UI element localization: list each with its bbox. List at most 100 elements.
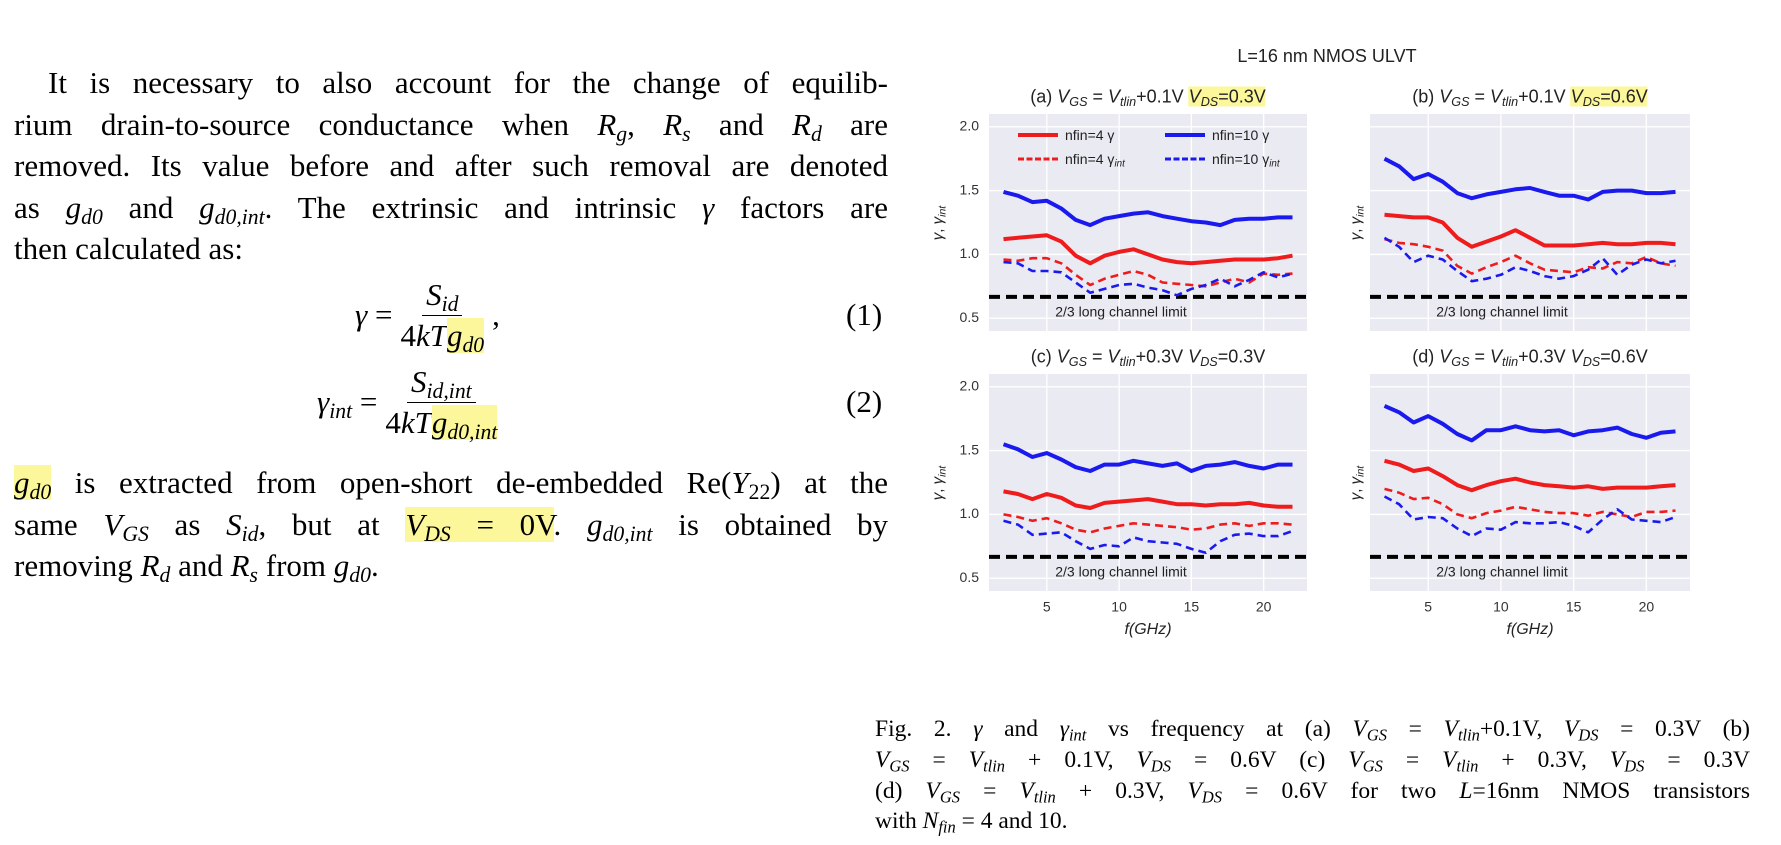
math-subscript: id (241, 521, 259, 546)
y-axis-label: γ, γint (1347, 205, 1367, 239)
text-run: . (553, 506, 587, 542)
math-symbol: V (1188, 346, 1201, 367)
math-symbol: V (1352, 716, 1367, 742)
math: Sid (426, 277, 458, 315)
math-subscript: s (249, 563, 258, 588)
text-run: from (258, 548, 334, 583)
math-subscript: id,int (426, 378, 472, 403)
math-subscript: d0 (462, 332, 485, 357)
math-subscript: d0 (81, 204, 103, 229)
math: γ (702, 190, 714, 225)
math: gd0,int (199, 190, 265, 228)
text-run: as (148, 506, 227, 542)
text-run: = (367, 297, 393, 332)
math-symbol: V (1107, 346, 1120, 367)
reference-label: 2/3 long channel limit (1436, 304, 1568, 320)
math-symbol: R (140, 548, 160, 583)
math-subscript: d (159, 563, 171, 588)
y-tick-label: 2.0 (960, 377, 980, 393)
text-run: vs frequency at (a) (1086, 716, 1353, 742)
math: kT (401, 405, 432, 440)
y-tick-label: 1.5 (960, 441, 980, 457)
x-axis-label: f(GHz) (1124, 621, 1171, 639)
math-symbol: V (1609, 746, 1625, 773)
legend-swatch (1165, 133, 1205, 137)
text-run: = 0.6V for two (1221, 777, 1460, 804)
series-line (1383, 458, 1676, 493)
reference-label: 2/3 long channel limit (1055, 564, 1187, 580)
math-symbol: V (405, 506, 425, 542)
math: γ (930, 232, 947, 240)
math: Vtlin (1490, 347, 1519, 370)
math-subscript: DS (1624, 756, 1645, 776)
y-axis-label: γ, γint (930, 205, 949, 240)
math-subscript: GS (1069, 95, 1088, 110)
text-run: +0.1V (1518, 86, 1571, 107)
text-run: = (1382, 746, 1443, 773)
plot-background (1370, 114, 1690, 331)
math: VDS (1570, 86, 1601, 108)
math-subscript: DS (1582, 355, 1601, 370)
math-symbol: g (333, 548, 350, 583)
math-symbol: R (663, 106, 683, 142)
math-subscript: d0,int (447, 419, 498, 444)
chart-title: (d) VGS = Vtlin+0.3V VDS=0.6V (1412, 347, 1647, 370)
text-run: . The extrinsic and intrinsic (264, 189, 703, 225)
legend-subscript: int (1114, 158, 1125, 170)
math-symbol: R (597, 106, 617, 142)
text-run: = (1387, 716, 1444, 742)
math-symbol: V (1187, 777, 1202, 804)
text-run: = (959, 777, 1020, 804)
text-run: =0.3V (1218, 86, 1266, 107)
text-run: = 0.6V (c) (1171, 746, 1349, 773)
text-run: removing (14, 548, 141, 583)
text-line: VGS = Vtlin + 0.1V, VDS = 0.6V (c) VGS =… (875, 745, 1750, 776)
math: VGS (925, 777, 960, 805)
numerator: Sid (422, 277, 463, 316)
math-subscript: GS (1451, 355, 1470, 370)
math: gd0 (333, 548, 371, 586)
math-symbol: V (875, 746, 890, 773)
math-subscript: tlin (1502, 355, 1519, 370)
text-run: , (929, 483, 947, 493)
math: VGS (1352, 716, 1387, 743)
math-symbol: V (925, 777, 940, 804)
math: Nfin (923, 808, 956, 835)
math: Rg (597, 106, 627, 145)
math: VGS (1439, 87, 1469, 109)
math: VDS (1188, 346, 1218, 369)
series-line (1002, 189, 1293, 228)
text-line: then calculated as: (14, 228, 888, 270)
math-subscript: int (936, 205, 949, 217)
y-tick-label: 1.0 (960, 505, 980, 521)
text-run: =16nm NMOS transistors (1472, 777, 1750, 804)
math-symbol: V (103, 506, 123, 542)
equation: γint = Sid,int 4kTgd0,int (317, 362, 505, 442)
math-subscript: tlin (1119, 355, 1136, 370)
math: γ (973, 716, 982, 742)
math-subscript: d0,int (214, 204, 265, 229)
x-tick-label: 5 (1043, 599, 1051, 615)
legend-swatch (1018, 157, 1058, 161)
x-tick-label: 15 (1566, 599, 1582, 615)
math: γint (930, 465, 949, 484)
reference-label: 2/3 long channel limit (1436, 564, 1568, 580)
math-subscript: DS (424, 521, 451, 546)
text-run: then calculated as: (14, 231, 243, 266)
math-subscript: s (682, 121, 691, 146)
math-subscript: g (616, 121, 628, 146)
text-run: rium drain-to-source conductance when (14, 106, 598, 142)
text-line: gd0 is extracted from open-short de-embe… (14, 462, 888, 504)
chart-title: (a) VGS = Vtlin+0.1V VDS=0.3V (1030, 86, 1266, 110)
math: gd0 (446, 317, 485, 355)
legend-name: nfin=4 γ (1065, 151, 1115, 167)
math-symbol: g (65, 189, 82, 225)
legend-label: nfin=4 γint (1065, 151, 1125, 170)
math-subscript: tlin (1456, 756, 1479, 776)
math: Vtlin (1108, 87, 1136, 109)
math-symbol: γ (355, 297, 368, 332)
math-symbol: γ (1347, 216, 1365, 224)
math-symbol: kT (415, 317, 447, 353)
math-subscript: int (1354, 205, 1367, 217)
